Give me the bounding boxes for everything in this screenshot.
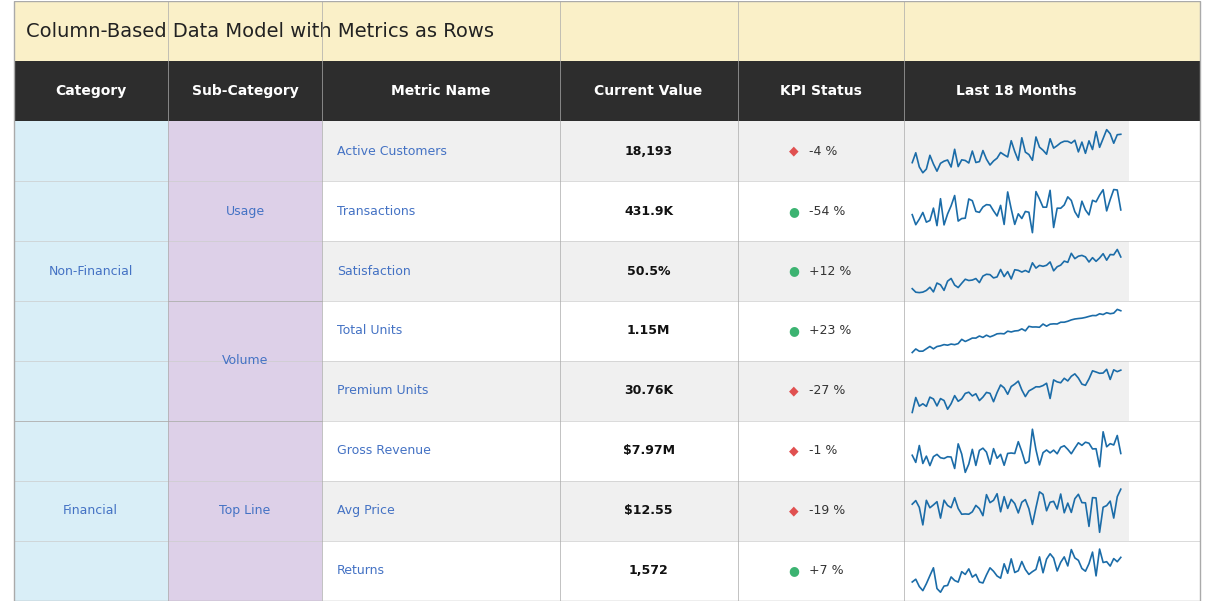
FancyBboxPatch shape bbox=[738, 541, 903, 601]
FancyBboxPatch shape bbox=[168, 121, 322, 301]
Text: ●: ● bbox=[789, 324, 800, 338]
FancyBboxPatch shape bbox=[13, 121, 168, 421]
Text: KPI Status: KPI Status bbox=[779, 84, 862, 98]
Text: Satisfaction: Satisfaction bbox=[336, 264, 410, 278]
Text: $7.97M: $7.97M bbox=[623, 444, 675, 458]
Text: 431.9K: 431.9K bbox=[624, 205, 673, 217]
Text: Avg Price: Avg Price bbox=[336, 504, 395, 517]
FancyBboxPatch shape bbox=[322, 421, 560, 481]
Text: ●: ● bbox=[789, 264, 800, 278]
FancyBboxPatch shape bbox=[168, 421, 322, 601]
FancyBboxPatch shape bbox=[738, 241, 903, 301]
FancyBboxPatch shape bbox=[903, 481, 1129, 541]
Text: Current Value: Current Value bbox=[595, 84, 703, 98]
FancyBboxPatch shape bbox=[560, 361, 738, 421]
FancyBboxPatch shape bbox=[13, 1, 1201, 61]
FancyBboxPatch shape bbox=[738, 301, 903, 361]
FancyBboxPatch shape bbox=[560, 481, 738, 541]
FancyBboxPatch shape bbox=[903, 301, 1129, 361]
Text: ◆: ◆ bbox=[789, 385, 799, 397]
FancyBboxPatch shape bbox=[168, 301, 322, 421]
FancyBboxPatch shape bbox=[560, 301, 738, 361]
FancyBboxPatch shape bbox=[903, 421, 1129, 481]
FancyBboxPatch shape bbox=[738, 361, 903, 421]
FancyBboxPatch shape bbox=[560, 421, 738, 481]
FancyBboxPatch shape bbox=[560, 541, 738, 601]
Text: -27 %: -27 % bbox=[809, 385, 845, 397]
Text: Transactions: Transactions bbox=[336, 205, 415, 217]
FancyBboxPatch shape bbox=[903, 181, 1129, 241]
Text: -1 %: -1 % bbox=[809, 444, 836, 458]
FancyBboxPatch shape bbox=[322, 541, 560, 601]
Text: Financial: Financial bbox=[63, 504, 118, 517]
FancyBboxPatch shape bbox=[560, 121, 738, 181]
FancyBboxPatch shape bbox=[738, 181, 903, 241]
Text: Gross Revenue: Gross Revenue bbox=[336, 444, 431, 458]
Text: ◆: ◆ bbox=[789, 504, 799, 517]
FancyBboxPatch shape bbox=[738, 481, 903, 541]
Text: -19 %: -19 % bbox=[809, 504, 845, 517]
Text: 1.15M: 1.15M bbox=[626, 324, 670, 338]
Text: -54 %: -54 % bbox=[809, 205, 845, 217]
Text: -4 %: -4 % bbox=[809, 144, 836, 158]
FancyBboxPatch shape bbox=[903, 241, 1129, 301]
Text: +7 %: +7 % bbox=[809, 564, 844, 577]
Text: Sub-Category: Sub-Category bbox=[192, 84, 299, 98]
Text: ◆: ◆ bbox=[789, 144, 799, 158]
Text: Metric Name: Metric Name bbox=[391, 84, 490, 98]
Text: Top Line: Top Line bbox=[220, 504, 271, 517]
Text: ◆: ◆ bbox=[789, 444, 799, 458]
FancyBboxPatch shape bbox=[322, 181, 560, 241]
Text: 50.5%: 50.5% bbox=[626, 264, 670, 278]
Text: Last 18 Months: Last 18 Months bbox=[957, 84, 1077, 98]
Text: Category: Category bbox=[55, 84, 126, 98]
FancyBboxPatch shape bbox=[903, 121, 1129, 181]
Text: +23 %: +23 % bbox=[809, 324, 851, 338]
FancyBboxPatch shape bbox=[13, 421, 168, 601]
Text: Total Units: Total Units bbox=[336, 324, 402, 338]
Text: ●: ● bbox=[789, 205, 800, 217]
Text: ●: ● bbox=[789, 564, 800, 577]
Text: 30.76K: 30.76K bbox=[624, 385, 673, 397]
FancyBboxPatch shape bbox=[322, 241, 560, 301]
Text: $12.55: $12.55 bbox=[624, 504, 673, 517]
Text: 1,572: 1,572 bbox=[629, 564, 669, 577]
FancyBboxPatch shape bbox=[903, 361, 1129, 421]
Text: 18,193: 18,193 bbox=[624, 144, 673, 158]
Text: Usage: Usage bbox=[226, 205, 265, 217]
Text: Non-Financial: Non-Financial bbox=[49, 264, 132, 278]
Text: Active Customers: Active Customers bbox=[336, 144, 447, 158]
FancyBboxPatch shape bbox=[322, 361, 560, 421]
FancyBboxPatch shape bbox=[322, 121, 560, 181]
FancyBboxPatch shape bbox=[560, 181, 738, 241]
Text: Returns: Returns bbox=[336, 564, 385, 577]
FancyBboxPatch shape bbox=[322, 481, 560, 541]
Text: Column-Based Data Model with Metrics as Rows: Column-Based Data Model with Metrics as … bbox=[25, 22, 494, 41]
FancyBboxPatch shape bbox=[322, 301, 560, 361]
Text: Premium Units: Premium Units bbox=[336, 385, 429, 397]
FancyBboxPatch shape bbox=[738, 421, 903, 481]
FancyBboxPatch shape bbox=[13, 61, 1201, 121]
FancyBboxPatch shape bbox=[903, 541, 1129, 601]
FancyBboxPatch shape bbox=[560, 241, 738, 301]
Text: Volume: Volume bbox=[222, 355, 268, 367]
Text: +12 %: +12 % bbox=[809, 264, 851, 278]
FancyBboxPatch shape bbox=[738, 121, 903, 181]
